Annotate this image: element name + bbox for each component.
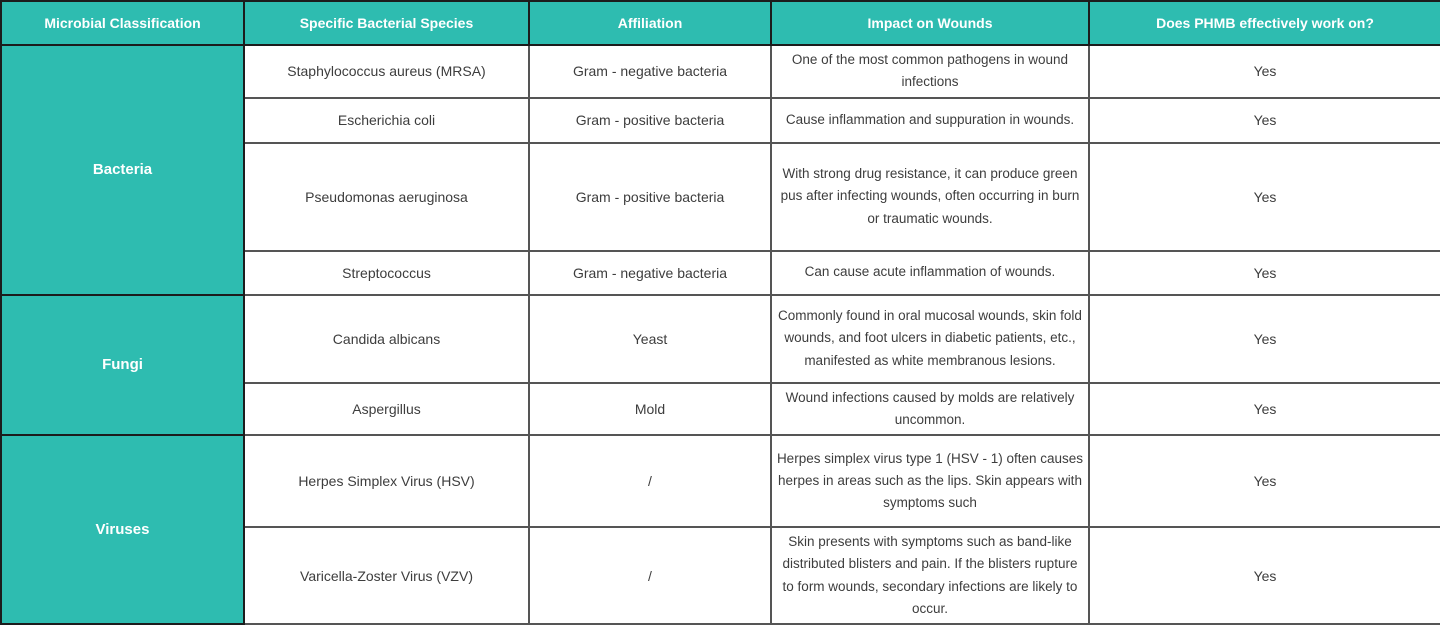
column-header-impact-on-wounds: Impact on Wounds	[770, 0, 1090, 46]
table-row: Fungi Candida albicans Yeast Commonly fo…	[0, 293, 1440, 437]
header-row: Microbial Classification Specific Bacter…	[0, 0, 1440, 46]
table-row: Streptococcus Gram - negative bacteria C…	[1, 249, 1440, 296]
impact-cell: Wound infections caused by molds are rel…	[770, 381, 1090, 437]
affiliation-cell: Yeast	[528, 293, 772, 384]
classification-cell-viruses: Viruses	[0, 434, 245, 625]
phmb-cell: Yes	[1088, 434, 1440, 529]
impact-cell: Cause inflammation and suppuration in wo…	[770, 96, 1090, 144]
classification-cell-fungi: Fungi	[0, 293, 245, 437]
affiliation-cell: Gram - negative bacteria	[528, 44, 772, 99]
phmb-cell: Yes	[1088, 381, 1440, 437]
species-cell: Escherichia coli	[243, 96, 530, 144]
impact-cell: With strong drug resistance, it can prod…	[770, 141, 1090, 252]
species-cell: Streptococcus	[243, 249, 530, 296]
table-row: Pseudomonas aeruginosa Gram - positive b…	[1, 141, 1440, 252]
species-cell: Staphylococcus aureus (MRSA)	[243, 44, 530, 99]
species-cell: Varicella-Zoster Virus (VZV)	[243, 526, 530, 625]
impact-cell: Herpes simplex virus type 1 (HSV - 1) of…	[770, 434, 1090, 529]
impact-cell: Can cause acute inflammation of wounds.	[770, 249, 1090, 296]
affiliation-cell: Gram - positive bacteria	[528, 96, 772, 144]
impact-cell: One of the most common pathogens in woun…	[770, 44, 1090, 99]
column-header-microbial-classification: Microbial Classification	[0, 0, 245, 46]
impact-cell: Skin presents with symptoms such as band…	[770, 526, 1090, 625]
phmb-cell: Yes	[1088, 249, 1440, 296]
phmb-cell: Yes	[1088, 141, 1440, 252]
species-cell: Aspergillus	[243, 381, 530, 437]
table-row: Aspergillus Mold Wound infections caused…	[1, 381, 1440, 437]
affiliation-cell: Gram - negative bacteria	[528, 249, 772, 296]
phmb-cell: Yes	[1088, 96, 1440, 144]
species-cell: Pseudomonas aeruginosa	[243, 141, 530, 252]
affiliation-cell: Mold	[528, 381, 772, 437]
column-header-specific-bacterial-species: Specific Bacterial Species	[243, 0, 530, 46]
phmb-cell: Yes	[1088, 44, 1440, 99]
species-cell: Herpes Simplex Virus (HSV)	[243, 434, 530, 529]
table-row: Escherichia coli Gram - positive bacteri…	[1, 96, 1440, 144]
phmb-cell: Yes	[1088, 293, 1440, 384]
column-header-affiliation: Affiliation	[528, 0, 772, 46]
affiliation-cell: /	[528, 526, 772, 625]
impact-cell: Commonly found in oral mucosal wounds, s…	[770, 293, 1090, 384]
classification-cell-bacteria: Bacteria	[0, 44, 245, 296]
phmb-cell: Yes	[1088, 526, 1440, 625]
table-row: Bacteria Staphylococcus aureus (MRSA) Gr…	[0, 44, 1440, 296]
column-header-phmb-effective: Does PHMB effectively work on?	[1088, 0, 1440, 46]
affiliation-cell: Gram - positive bacteria	[528, 141, 772, 252]
affiliation-cell: /	[528, 434, 772, 529]
table-row: Viruses Herpes Simplex Virus (HSV) / Her…	[0, 434, 1440, 625]
species-cell: Candida albicans	[243, 293, 530, 384]
